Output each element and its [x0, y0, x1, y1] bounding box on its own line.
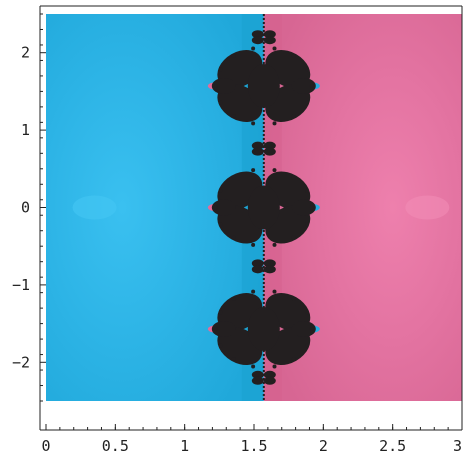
fractal-small-4: [251, 30, 276, 45]
speckle: [291, 114, 296, 119]
speckle: [251, 364, 256, 369]
fractal-flower-3: [207, 46, 320, 126]
small-lobe: [251, 30, 264, 39]
side-lobe-right: [291, 321, 316, 338]
speckle: [251, 242, 256, 247]
speckle: [218, 310, 223, 315]
small-lobe: [263, 265, 276, 274]
small-lobe: [251, 370, 264, 379]
speckle: [272, 168, 277, 173]
small-lobe: [263, 370, 276, 379]
side-lobe-left: [211, 199, 236, 216]
speckle: [218, 100, 223, 105]
y-tick-label: −1: [12, 276, 30, 294]
speckle: [291, 175, 296, 180]
speckle: [213, 327, 218, 332]
x-tick-label: 0: [41, 437, 50, 455]
fractal-small-1: [251, 370, 276, 385]
y-tick-label: −2: [12, 353, 30, 371]
fractal-shapes: [207, 14, 320, 401]
speckle: [218, 67, 223, 72]
speckle: [272, 242, 277, 247]
small-lobe: [251, 147, 264, 156]
x-tick-label: 0.5: [102, 437, 129, 455]
fractal-flower-2: [207, 168, 320, 247]
x-tick-label: 1: [180, 437, 189, 455]
speckle: [231, 114, 236, 119]
speckle: [309, 327, 314, 332]
speckle: [231, 53, 236, 58]
speckle: [231, 296, 236, 301]
speckle: [305, 100, 310, 105]
tick-labels: −2 −1 0 1 2 0 0.5 1 1.5 2 2.5 3: [12, 44, 462, 455]
speckle: [291, 235, 296, 240]
fractal-small-2: [251, 259, 276, 274]
speckle: [272, 364, 277, 369]
fractal-small-3: [251, 141, 276, 156]
speckle: [305, 310, 310, 315]
speckle: [231, 235, 236, 240]
speckle: [251, 168, 256, 173]
speckle: [291, 53, 296, 58]
speckle: [231, 357, 236, 362]
speckle: [305, 188, 310, 193]
small-lobe: [263, 30, 276, 39]
speckle: [213, 83, 218, 88]
small-lobe: [263, 141, 276, 150]
x-tick-label: 3: [453, 437, 462, 455]
y-tick-label: 1: [21, 121, 30, 139]
speckle: [272, 46, 277, 51]
small-lobe: [251, 36, 264, 45]
small-lobe: [263, 376, 276, 385]
small-lobe: [263, 259, 276, 268]
y-tick-label: 2: [21, 44, 30, 62]
small-lobe: [263, 36, 276, 45]
speckle: [272, 289, 277, 294]
center: [247, 307, 280, 352]
x-tick-label: 2: [319, 437, 328, 455]
speckle: [218, 222, 223, 227]
center: [247, 63, 280, 108]
side-lobe-right: [291, 199, 316, 216]
speckle: [218, 188, 223, 193]
speckle: [305, 222, 310, 227]
small-lobe: [251, 376, 264, 385]
side-lobe-left: [211, 77, 236, 94]
speckle: [251, 289, 256, 294]
axes: [39, 5, 463, 431]
speckle: [305, 67, 310, 72]
side-lobe-left: [211, 321, 236, 338]
speckle: [291, 296, 296, 301]
fractal-flower-1: [207, 289, 320, 369]
cyan-contour: [72, 195, 117, 220]
speckle: [272, 121, 277, 126]
x-tick-label: 2.5: [379, 437, 406, 455]
speckle: [305, 343, 310, 348]
speckle: [309, 205, 314, 210]
small-lobe: [251, 141, 264, 150]
speckle: [251, 121, 256, 126]
x-tick-label: 1.5: [240, 437, 267, 455]
speckle: [291, 357, 296, 362]
speckle: [213, 205, 218, 210]
y-tick-label: 0: [21, 199, 30, 217]
small-lobe: [251, 265, 264, 274]
speckle: [218, 343, 223, 348]
speckle: [251, 46, 256, 51]
center: [247, 185, 280, 230]
small-lobe: [263, 147, 276, 156]
side-lobe-right: [291, 77, 316, 94]
pink-contour: [405, 195, 450, 220]
speckle: [231, 175, 236, 180]
small-lobe: [251, 259, 264, 268]
speckle: [309, 83, 314, 88]
